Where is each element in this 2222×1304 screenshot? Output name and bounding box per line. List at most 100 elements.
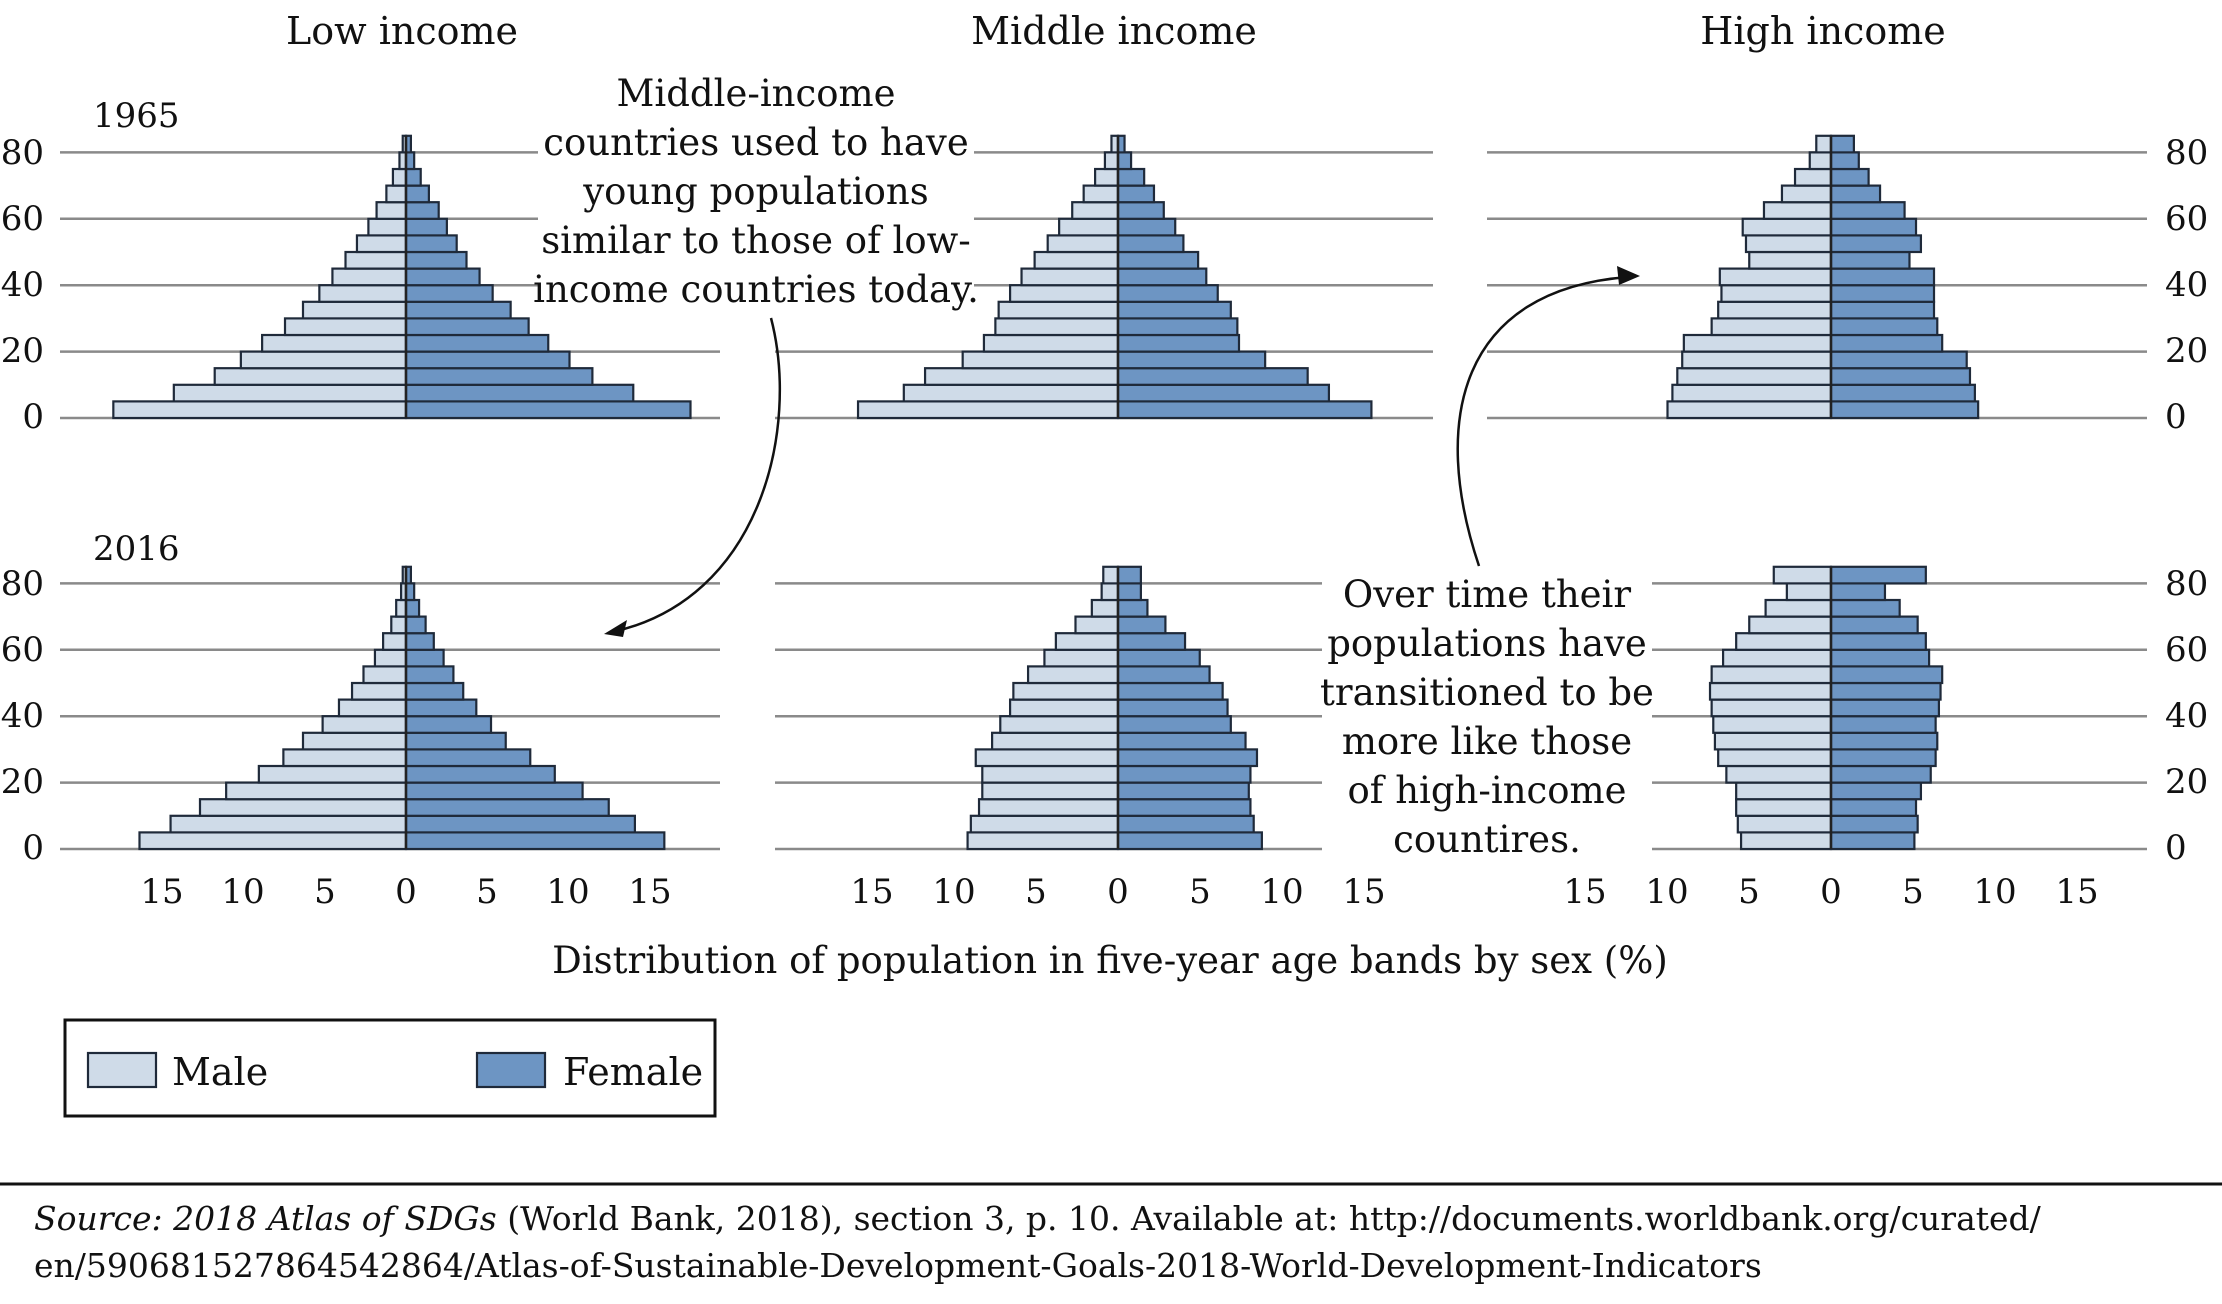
bar-female-middle-income-2016-band-3: [1116, 781, 1250, 801]
bar-male-low-income-2016-band-7: [321, 715, 408, 734]
annotation-high-line-2: populations have: [1327, 622, 1647, 665]
panel-title-middle-income: Middle income: [971, 9, 1257, 53]
bar-male-low-income-2016-band-11: [373, 648, 408, 668]
arrowhead-high: [1617, 266, 1640, 285]
bar-male-middle-income-2016-band-6: [991, 731, 1120, 751]
age-tick-60-bottom-right: 60: [2165, 630, 2208, 670]
bar-male-low-income-2016-band-4: [257, 764, 408, 784]
bar-female-high-income-2016-band-15: [1829, 582, 1887, 602]
annotation-high-line-5: of high-income: [1347, 769, 1626, 812]
bar-male-high-income-1965-band-13: [1780, 184, 1833, 204]
bar-male-middle-income-2016-band-16: [1102, 565, 1120, 585]
bar-male-low-income-1965-band-12: [375, 201, 408, 220]
bar-male-low-income-2016-band-1: [169, 814, 408, 834]
annotation-middle-income: Middle-income countries used to have you…: [533, 62, 979, 314]
bar-female-low-income-1965-band-6: [404, 300, 512, 320]
annotation-middle-line-2: countries used to have: [543, 121, 968, 164]
bar-female-high-income-1965-band-16: [1829, 134, 1855, 154]
bar-female-high-income-2016-band-12: [1829, 632, 1927, 651]
bar-female-high-income-2016-band-0: [1829, 831, 1916, 851]
bar-male-middle-income-2016-band-4: [981, 764, 1120, 784]
age-tick-20-top-right: 20: [2165, 331, 2208, 371]
x-tick-high-m15: 15: [1563, 872, 1606, 912]
bar-male-middle-income-1965-band-2: [923, 367, 1120, 386]
x-tick-low-m5: 5: [314, 872, 336, 912]
age-tick-0-bottom-right: 0: [2165, 828, 2187, 868]
bar-male-low-income-1965-band-13: [385, 184, 408, 204]
age-tick-60-top-right: 60: [2165, 199, 2208, 239]
bar-male-low-income-1965-band-1: [172, 383, 408, 403]
bar-male-middle-income-2016-band-10: [1026, 665, 1120, 685]
year-label-2016: 2016: [93, 529, 180, 569]
bar-male-middle-income-2016-band-5: [974, 748, 1120, 768]
bar-female-low-income-1965-band-7: [404, 284, 494, 303]
bar-male-middle-income-2016-band-9: [1012, 681, 1120, 701]
age-tick-80-bottom-left: 80: [1, 564, 44, 604]
bar-female-middle-income-1965-band-10: [1116, 234, 1185, 254]
x-tick-mid-m5: 5: [1025, 872, 1047, 912]
x-tick-mid-p15: 15: [1342, 872, 1385, 912]
bar-male-middle-income-1965-band-12: [1071, 201, 1120, 220]
bar-male-middle-income-2016-band-7: [999, 715, 1120, 734]
bar-female-low-income-1965-band-0: [404, 400, 692, 420]
bar-female-high-income-2016-band-9: [1829, 681, 1942, 701]
bar-female-high-income-1965-band-4: [1829, 333, 1944, 353]
age-tick-0-top-left: 0: [22, 397, 44, 437]
x-tick-low-p5: 5: [476, 872, 498, 912]
bar-female-high-income-1965-band-3: [1829, 350, 1968, 370]
bar-male-middle-income-1965-band-7: [1008, 284, 1120, 303]
age-tick-20-bottom-left: 20: [1, 762, 44, 802]
bar-male-middle-income-1965-band-15: [1103, 151, 1120, 171]
bar-male-low-income-2016-band-0: [138, 831, 408, 851]
bar-male-middle-income-2016-band-11: [1043, 648, 1120, 668]
annotation-middle-line-4: similar to those of low-: [541, 219, 971, 262]
bar-female-low-income-1965-band-1: [404, 383, 635, 403]
annotation-high-line-4: more like those: [1342, 720, 1632, 763]
bar-male-high-income-2016-band-7: [1712, 715, 1833, 734]
bar-male-middle-income-1965-band-11: [1058, 217, 1120, 237]
bar-female-low-income-2016-band-3: [404, 781, 584, 801]
bar-male-high-income-1965-band-1: [1671, 383, 1833, 403]
x-tick-low-m10: 10: [221, 872, 264, 912]
age-tick-80-top-left: 80: [1, 133, 44, 173]
bar-male-low-income-1965-band-2: [213, 367, 408, 386]
bar-male-high-income-1965-band-10: [1744, 234, 1833, 254]
bar-female-middle-income-1965-band-7: [1116, 284, 1219, 303]
bar-female-middle-income-1965-band-2: [1116, 367, 1309, 386]
bar-female-low-income-2016-band-1: [404, 814, 636, 834]
bar-male-high-income-1965-band-7: [1720, 284, 1833, 303]
bar-male-middle-income-2016-band-15: [1100, 582, 1120, 602]
bar-female-high-income-1965-band-2: [1829, 367, 1972, 386]
bar-female-middle-income-2016-band-5: [1116, 748, 1259, 768]
bar-female-high-income-2016-band-14: [1829, 598, 1901, 618]
bar-male-low-income-2016-band-2: [198, 798, 408, 817]
bar-female-low-income-2016-band-14: [404, 598, 421, 618]
bar-male-middle-income-1965-band-5: [994, 317, 1120, 337]
x-tick-high-m5: 5: [1738, 872, 1760, 912]
bar-male-low-income-1965-band-11: [367, 217, 408, 237]
bar-female-middle-income-2016-band-9: [1116, 681, 1224, 701]
bar-female-middle-income-1965-band-4: [1116, 333, 1241, 353]
bar-female-high-income-1965-band-7: [1829, 284, 1936, 303]
bar-female-low-income-1965-band-5: [404, 317, 530, 337]
bar-female-low-income-1965-band-9: [404, 250, 468, 270]
bar-female-high-income-1965-band-11: [1829, 217, 1918, 237]
bar-male-low-income-2016-band-10: [362, 665, 408, 685]
x-tick-mid-m15: 15: [850, 872, 893, 912]
x-tick-low-p15: 15: [628, 872, 671, 912]
bar-male-high-income-1965-band-0: [1666, 400, 1833, 420]
bar-female-low-income-1965-band-4: [404, 333, 550, 353]
bar-female-high-income-2016-band-10: [1829, 665, 1944, 685]
x-tick-high-p15: 15: [2055, 872, 2098, 912]
bar-female-middle-income-1965-band-3: [1116, 350, 1267, 370]
bar-female-low-income-2016-band-10: [404, 665, 455, 685]
bar-male-low-income-2016-band-3: [225, 781, 408, 801]
annotation-high-income: Over time their populations have transit…: [1320, 565, 1654, 865]
x-tick-low-p10: 10: [546, 872, 589, 912]
bar-female-low-income-1965-band-12: [404, 201, 440, 220]
bar-male-low-income-1965-band-7: [318, 284, 408, 303]
bar-male-high-income-2016-band-6: [1713, 731, 1833, 751]
bar-female-middle-income-2016-band-1: [1116, 814, 1255, 834]
annotation-high-line-6: countires.: [1393, 818, 1581, 861]
bar-male-high-income-1965-band-8: [1718, 267, 1833, 287]
